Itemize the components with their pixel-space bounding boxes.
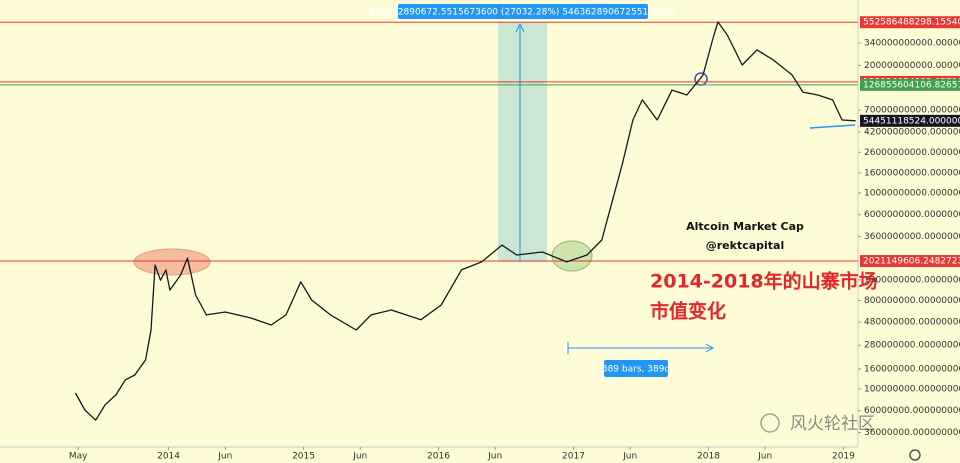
headline: 市值变化 <box>650 300 726 323</box>
x-tick-label: Jun <box>757 452 772 462</box>
price-label: 552586488298.1554022400 <box>863 18 960 28</box>
trend-line <box>809 124 856 129</box>
x-tick-label: May <box>69 452 88 462</box>
price-label: 2021149606.2482723200 <box>863 257 960 267</box>
headline: 2014-2018年的山寨市场 <box>650 270 878 293</box>
highlight-ellipse <box>133 248 211 276</box>
x-tick-label: 2018 <box>697 452 720 462</box>
y-tick-label: 70000000000.0000000000 <box>864 106 960 116</box>
y-tick-label: 60000000.0000000000 <box>864 406 960 416</box>
y-tick-label: 10000000000.0000000000 <box>864 188 960 198</box>
series-line <box>74 21 856 421</box>
last-value-box <box>860 114 960 127</box>
x-tick-label: Jun <box>352 452 367 462</box>
watermark: 风火轮社区 <box>790 414 875 434</box>
y-tick-label: 36000000.0000000000 <box>864 428 960 438</box>
y-tick-label: 1300000000.0000000000 <box>864 275 960 285</box>
price-label-box <box>860 78 960 91</box>
y-tick-label: 160000000.0000000000 <box>864 364 960 374</box>
chart-subtitle: @rektcapital <box>706 239 785 252</box>
measure-area <box>498 22 547 262</box>
y-tick-label: 280000000.0000000000 <box>864 341 960 351</box>
measure-label-box <box>398 4 648 19</box>
watermark-icon <box>760 413 780 433</box>
x-tick-label: 2016 <box>427 452 450 462</box>
x-tick-label: Jun <box>217 452 232 462</box>
x-tick-label: 2014 <box>157 452 180 462</box>
x-tick-label: 2019 <box>832 452 855 462</box>
last-value-label: 54451118524.0000000000 <box>863 116 960 126</box>
price-label-box <box>860 255 960 268</box>
x-tick-label: 2017 <box>562 452 585 462</box>
x-tick-label: 2015 <box>292 452 315 462</box>
price-label-box <box>860 16 960 29</box>
y-tick-label: 42000000000.0000000000 <box>864 127 960 137</box>
y-tick-label: 26000000000.0000000000 <box>864 148 960 158</box>
y-tick-label: 100000000.0000000000 <box>864 385 960 395</box>
y-tick-label: 16000000000.0000000000 <box>864 168 960 178</box>
y-tick-label: 480000000.0000000000 <box>864 318 960 328</box>
x-tick-label: Jun <box>622 452 637 462</box>
range-label: 389 bars, 389d <box>602 365 670 375</box>
chart-title: Altcoin Market Cap <box>686 220 804 233</box>
measure-arrow-head <box>515 22 525 33</box>
y-tick-label: 800000000.0000000000 <box>864 296 960 306</box>
y-tick-label: 340000000000.0000000000 <box>864 38 960 48</box>
x-tick-label: Jun <box>487 452 502 462</box>
y-tick-label: 3600000000.0000000000 <box>864 232 960 242</box>
range-label-box <box>604 360 668 377</box>
range-arrow-head <box>705 343 715 353</box>
y-tick-label: 6000000000.0000000000 <box>864 210 960 220</box>
settings-icon[interactable] <box>909 449 921 461</box>
price-label: 126855604106.8265113600 <box>863 80 960 90</box>
measure-label: 546362890672.5515673600 (27032.28%) 5463… <box>369 8 677 18</box>
y-tick-label: 200000000000.0000000000 <box>864 61 960 71</box>
